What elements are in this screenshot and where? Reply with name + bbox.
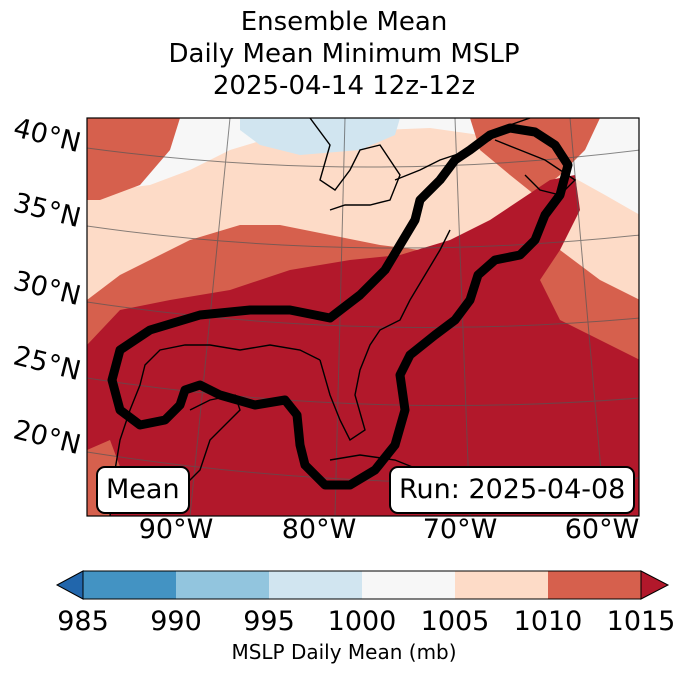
run-date-label: Run: 2025-04-08 bbox=[389, 466, 636, 514]
grid-lat-30 bbox=[87, 301, 639, 328]
colorbar-title: MSLP Daily Mean (mb) bbox=[231, 640, 457, 664]
colorbar-segment-990 bbox=[176, 571, 269, 599]
title-line-1: Ensemble Mean bbox=[240, 7, 448, 37]
us-east-coast bbox=[319, 229, 451, 442]
colorbar-tick-1000: 1000 bbox=[327, 606, 397, 637]
mean-label: Mean bbox=[96, 466, 190, 514]
colorbar-under-arrow bbox=[55, 570, 84, 600]
minimum-mslp-contour bbox=[107, 123, 573, 490]
colorbar-frame bbox=[82, 570, 642, 600]
colorbar-segment-1005 bbox=[455, 571, 548, 599]
title-line-2: Daily Mean Minimum MSLP bbox=[168, 39, 520, 69]
colorbar-tick-1015: 1015 bbox=[606, 606, 676, 637]
grid-lon-60 bbox=[569, 118, 606, 516]
gulf-coast bbox=[109, 344, 321, 516]
lon-label-70w: 70°W bbox=[422, 514, 498, 545]
lon-label-60w: 60°W bbox=[564, 514, 640, 545]
grid-lat-35 bbox=[87, 225, 639, 249]
colorbar-tick-985: 985 bbox=[57, 606, 109, 637]
grid-lon-80 bbox=[334, 118, 346, 516]
lon-label-90w: 90°W bbox=[138, 514, 214, 545]
map-area bbox=[87, 118, 639, 516]
pressure-field-1010-northwest bbox=[87, 118, 180, 200]
colorbar-segment-1000 bbox=[362, 571, 455, 599]
great-lakes-outline bbox=[309, 118, 401, 211]
colorbar-segment-1010 bbox=[548, 571, 641, 599]
colorbar bbox=[55, 570, 670, 600]
colorbar-over-arrow bbox=[640, 570, 670, 600]
lon-label-80w: 80°W bbox=[281, 514, 357, 545]
pressure-field-995 bbox=[240, 118, 400, 155]
grid-lat-25 bbox=[87, 377, 639, 407]
colorbar-tick-1010: 1010 bbox=[513, 606, 583, 637]
title-line-3: 2025-04-14 12z-12z bbox=[212, 71, 476, 101]
colorbar-tick-995: 995 bbox=[243, 606, 295, 637]
colorbar-segment-995 bbox=[269, 571, 362, 599]
colorbar-segment-985 bbox=[83, 571, 176, 599]
map-frame bbox=[86, 117, 640, 517]
colorbar-tick-990: 990 bbox=[150, 606, 202, 637]
colorbar-tick-1005: 1005 bbox=[420, 606, 490, 637]
